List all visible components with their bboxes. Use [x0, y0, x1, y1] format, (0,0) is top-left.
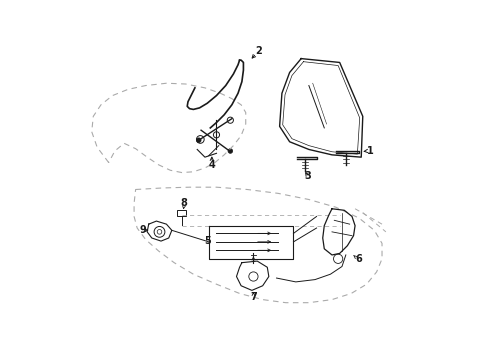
Text: 2: 2	[255, 46, 262, 56]
Bar	[177, 210, 187, 216]
Circle shape	[196, 138, 201, 143]
Circle shape	[228, 149, 233, 153]
Text: 8: 8	[181, 198, 188, 208]
Text: 6: 6	[356, 254, 362, 264]
Text: 9: 9	[140, 225, 147, 235]
Text: 3: 3	[304, 171, 311, 181]
Text: 5: 5	[204, 236, 211, 246]
Text: 7: 7	[250, 292, 257, 302]
Text: 4: 4	[208, 160, 215, 170]
Text: 1: 1	[367, 146, 374, 156]
